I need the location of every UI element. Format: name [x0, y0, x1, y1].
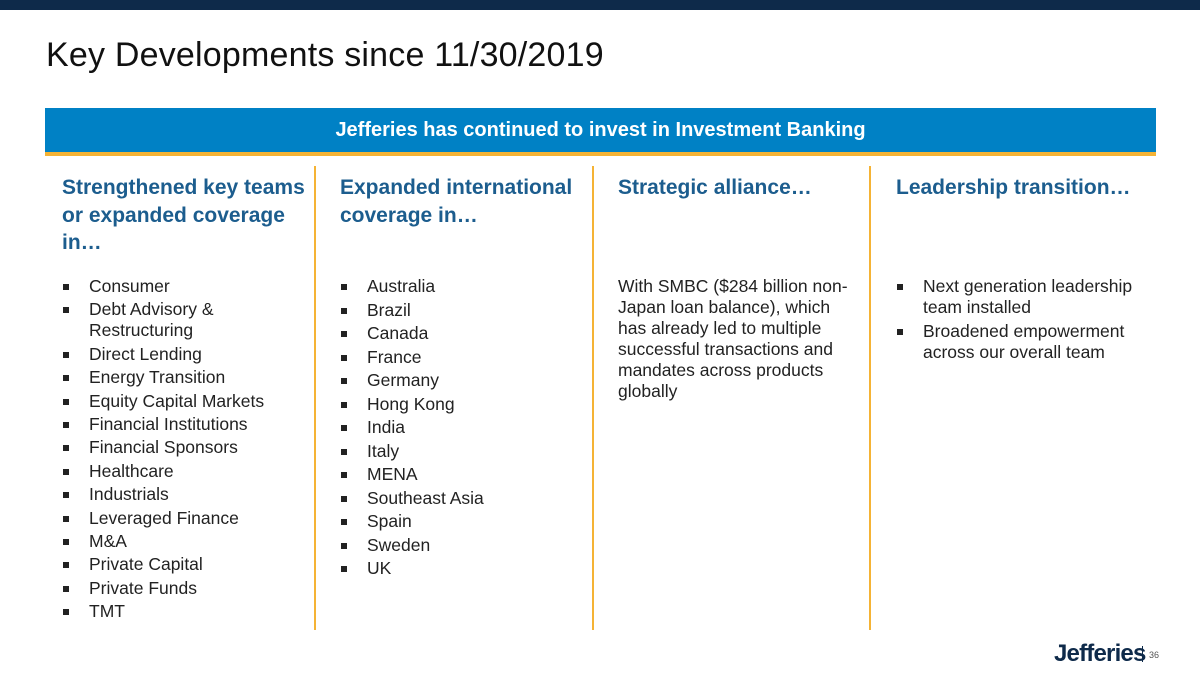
- column-divider: [314, 166, 316, 630]
- column-heading: Expanded international coverage in…: [340, 176, 573, 227]
- banner-text: Jefferies has continued to invest in Inv…: [335, 118, 866, 141]
- bullet-item: Australia: [340, 276, 600, 297]
- top-bar: [0, 0, 1200, 10]
- banner: Jefferies has continued to invest in Inv…: [45, 108, 1156, 156]
- bullet-item: Consumer: [62, 276, 322, 297]
- bullet-item: Germany: [340, 370, 600, 391]
- bullet-item: India: [340, 417, 600, 438]
- alliance-text: With SMBC ($284 billion non-Japan loan b…: [618, 276, 848, 401]
- bullet-list: Next generation leadership team installe…: [896, 276, 1156, 363]
- column-heading: Strengthened key teams or expanded cover…: [62, 176, 305, 254]
- bullet-item: UK: [340, 558, 600, 579]
- bullet-item: Private Funds: [62, 578, 322, 599]
- bullet-item: Financial Institutions: [62, 414, 322, 435]
- column-international: Expanded international coverage in… Aust…: [340, 174, 600, 582]
- bullet-list: Australia Brazil Canada France Germany H…: [340, 276, 600, 579]
- bullet-item: Canada: [340, 323, 600, 344]
- bullet-item: M&A: [62, 531, 322, 552]
- bullet-item: Brazil: [340, 300, 600, 321]
- bullet-item: Debt Advisory & Restructuring: [62, 299, 322, 341]
- bullet-item: Spain: [340, 511, 600, 532]
- bullet-item: Broadened empowerment across our overall…: [896, 321, 1156, 363]
- bullet-item: Southeast Asia: [340, 488, 600, 509]
- bullet-item: Industrials: [62, 484, 322, 505]
- column-heading: Strategic alliance…: [618, 176, 812, 199]
- column-divider: [592, 166, 594, 630]
- bullet-item: Equity Capital Markets: [62, 391, 322, 412]
- bullet-item: France: [340, 347, 600, 368]
- column-teams: Strengthened key teams or expanded cover…: [62, 174, 322, 624]
- jefferies-logo: Jefferies: [1054, 640, 1146, 667]
- bullet-item: Private Capital: [62, 554, 322, 575]
- column-divider: [869, 166, 871, 630]
- bullet-item: Leveraged Finance: [62, 508, 322, 529]
- bullet-item: Healthcare: [62, 461, 322, 482]
- column-leadership: Leadership transition… Next generation l…: [896, 174, 1156, 366]
- bullet-item: Direct Lending: [62, 344, 322, 365]
- bullet-item: MENA: [340, 464, 600, 485]
- bullet-item: Next generation leadership team installe…: [896, 276, 1156, 318]
- bullet-item: Italy: [340, 441, 600, 462]
- page-number: 36: [1149, 650, 1160, 660]
- bullet-item: TMT: [62, 601, 322, 622]
- column-alliance: Strategic alliance… With SMBC ($284 bill…: [618, 174, 878, 402]
- bullet-item: Energy Transition: [62, 367, 322, 388]
- bullet-item: Financial Sponsors: [62, 437, 322, 458]
- bullet-item: Sweden: [340, 535, 600, 556]
- slide-title: Key Developments since 11/30/2019: [46, 36, 604, 74]
- bullet-item: Hong Kong: [340, 394, 600, 415]
- bullet-list: Consumer Debt Advisory & Restructuring D…: [62, 276, 322, 622]
- column-heading: Leadership transition…: [896, 176, 1131, 199]
- logo-separator: [1142, 646, 1143, 662]
